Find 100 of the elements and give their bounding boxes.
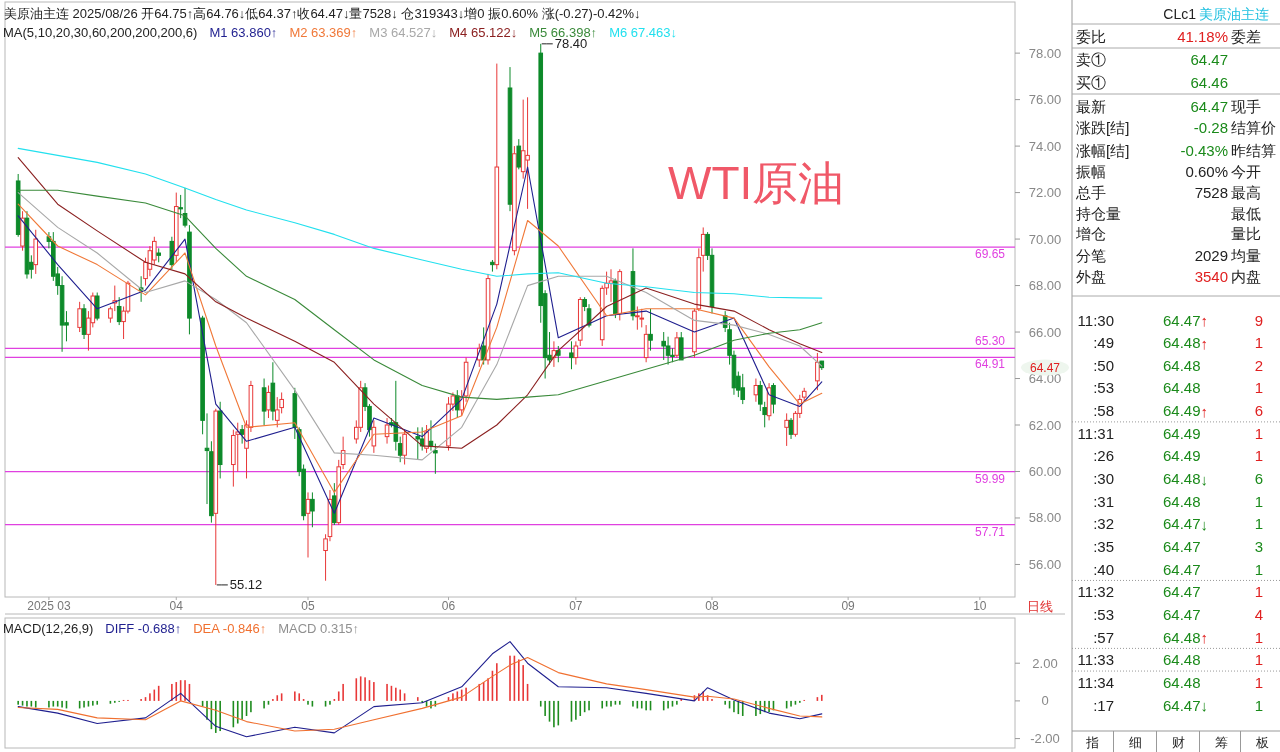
annotation: 55.12: [229, 577, 263, 593]
y-tick-label: 76.00: [1028, 92, 1062, 108]
text: 振幅: [1076, 162, 1106, 180]
text: DEA -0.846↑: [193, 620, 267, 636]
text: 6: [1254, 402, 1263, 420]
candlestick: [481, 326, 486, 366]
text: 11:30: [1077, 311, 1114, 329]
ref-line-label: 57.71: [975, 524, 1006, 539]
text: 64.48: [1163, 651, 1201, 669]
candlestick: [516, 138, 522, 170]
text: :32: [1093, 515, 1114, 533]
text: 11:31: [1077, 424, 1114, 442]
text: 64.47: [1190, 50, 1228, 68]
ref-line-label: 65.30: [975, 334, 1006, 349]
candlestick: [635, 305, 640, 331]
text: ↑: [1200, 628, 1209, 646]
x-tick-label: 2025 03: [27, 599, 71, 613]
text: 板: [1254, 734, 1269, 750]
text: 委比: [1076, 27, 1106, 45]
text: ↓: [1200, 696, 1209, 714]
text: 现手: [1231, 97, 1261, 115]
y-tick-label: 60.00: [1028, 463, 1062, 479]
text: 1: [1254, 424, 1263, 442]
y-tick-label: 68.00: [1028, 278, 1062, 294]
candlestick: [266, 385, 271, 419]
text: 买①: [1076, 73, 1106, 91]
text: :30: [1093, 470, 1114, 488]
text: :53: [1093, 605, 1114, 623]
text: :35: [1093, 538, 1114, 555]
candlestick: [402, 429, 407, 466]
text: 3540: [1194, 267, 1228, 285]
x-tick-label: 06: [441, 599, 456, 613]
text: 卖①: [1076, 50, 1106, 68]
x-tick-label: 09: [841, 599, 856, 613]
text: 64.48: [1163, 379, 1201, 397]
text: 9: [1254, 311, 1263, 329]
candlestick: [678, 331, 684, 361]
text: 64.46: [1190, 73, 1228, 91]
candlestick: [643, 324, 649, 363]
y-tick-label: 0: [1041, 693, 1049, 709]
y-tick-label: 62.00: [1028, 417, 1062, 433]
text: 64.47: [1163, 538, 1201, 555]
y-tick-label: 74.00: [1028, 138, 1062, 154]
text: 11:33: [1077, 651, 1114, 669]
text: 1: [1254, 447, 1263, 465]
text: :57: [1093, 628, 1114, 646]
y-tick-label: 72.00: [1028, 185, 1062, 201]
text: 涨幅[结]: [1076, 141, 1130, 159]
text: 64.49↑: [1163, 402, 1209, 420]
candlestick: [674, 331, 680, 359]
candlestick: [784, 412, 789, 447]
text: 64.47: [1190, 97, 1228, 115]
text: 委差: [1231, 27, 1261, 45]
text: 细: [1128, 734, 1142, 750]
text: M2 63.369↑: [289, 24, 358, 40]
text: 64.49: [1163, 424, 1201, 442]
text: 1: [1254, 673, 1263, 691]
candlestick: [639, 308, 645, 328]
text: 64.47: [1163, 583, 1201, 601]
text: 11:34: [1077, 673, 1114, 691]
text: 64.48↓: [1163, 470, 1209, 488]
line-series: [17, 641, 823, 738]
candlestick: [648, 308, 653, 352]
text: 1: [1254, 379, 1263, 397]
legend-title: MA(5,10,20,30,60,200,200,200,6): [3, 24, 198, 40]
text: 64.47: [1029, 360, 1061, 375]
text: 64.48: [1163, 673, 1201, 691]
text: 4: [1254, 605, 1263, 623]
x-tick-label: 04: [169, 599, 184, 613]
y-tick-label: 2.00: [1032, 655, 1058, 671]
candlestick: [274, 396, 280, 428]
ref-line-label: 69.65: [975, 247, 1006, 262]
candlestick: [77, 301, 82, 333]
candlestick: [169, 236, 175, 270]
y-tick-label: 66.00: [1028, 324, 1062, 340]
text: 1: [1254, 583, 1263, 601]
x-tick-label: 10: [973, 599, 987, 613]
ref-line-label: 64.91: [975, 357, 1006, 372]
text: :40: [1093, 560, 1114, 578]
text: 1: [1254, 651, 1263, 669]
text: WTI原油: [668, 157, 845, 209]
text: M4 65.122↓: [449, 24, 518, 40]
text: 7528: [1194, 183, 1228, 201]
text: M1 63.860↑: [209, 24, 278, 40]
text: 1: [1254, 696, 1263, 714]
text: 持仓量: [1076, 204, 1121, 222]
text: 增仓: [1075, 224, 1106, 242]
text: 1: [1254, 560, 1263, 578]
text: 64.49: [1163, 447, 1201, 465]
text: 3: [1254, 538, 1263, 555]
text: 昨结算: [1231, 141, 1276, 159]
text: :53: [1093, 379, 1114, 397]
text: 量比: [1231, 224, 1261, 242]
candlestick: [261, 378, 267, 426]
text: 筹: [1214, 734, 1228, 750]
text: 11:32: [1077, 583, 1114, 601]
text: M6 67.463↓: [609, 24, 678, 40]
candlestick: [740, 373, 746, 405]
text: 2029: [1194, 246, 1228, 264]
text: M3 64.527↓: [369, 24, 438, 40]
